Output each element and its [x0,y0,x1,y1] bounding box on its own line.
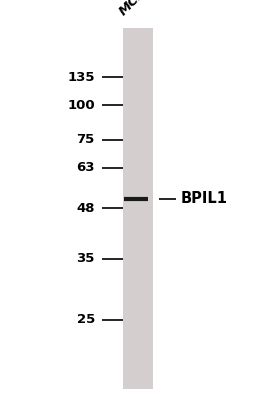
Bar [123,28,153,389]
Text: 35: 35 [76,252,95,265]
Text: 48: 48 [76,202,95,215]
Text: 75: 75 [77,133,95,146]
Text: 63: 63 [76,161,95,174]
Text: 135: 135 [67,71,95,84]
Text: BPIL1: BPIL1 [180,191,227,206]
Text: 100: 100 [67,99,95,112]
Text: MCF-7: MCF-7 [117,0,159,18]
Text: 25: 25 [77,313,95,326]
